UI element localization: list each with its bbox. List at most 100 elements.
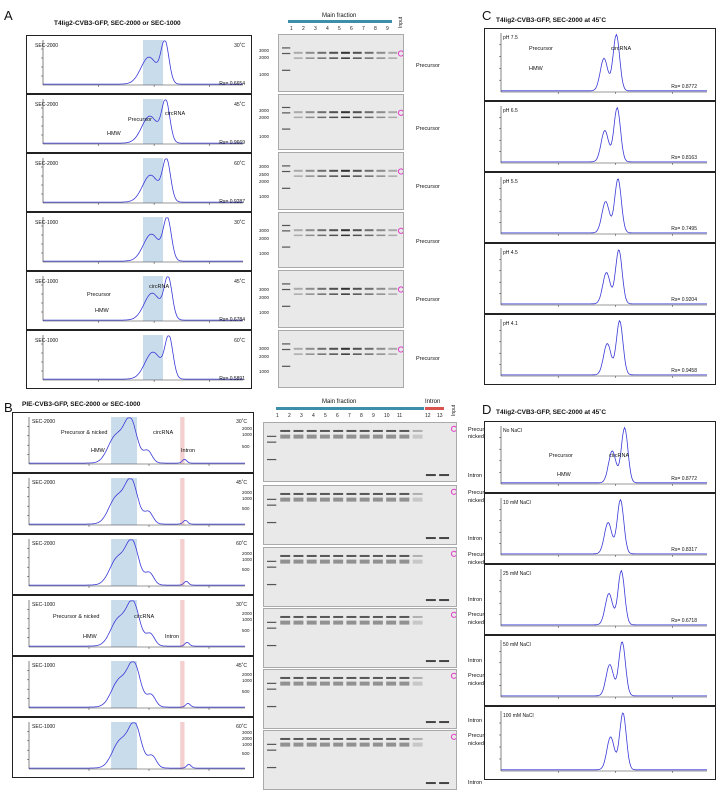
circrna-label: circRNA xyxy=(611,46,632,52)
ladder-band xyxy=(267,621,277,623)
lane-number: 5 xyxy=(338,26,341,32)
gel-image xyxy=(282,283,403,307)
peak-shade xyxy=(111,417,137,464)
band-circrna xyxy=(388,169,398,172)
band-circrna xyxy=(305,229,315,232)
band-precursor xyxy=(341,234,350,237)
band-precursor xyxy=(376,116,386,119)
gel-image xyxy=(282,165,403,189)
resolution-value: Rs= 0.7495 xyxy=(671,226,697,232)
band-nicked-smear xyxy=(372,742,383,747)
marker-label: 500 xyxy=(242,567,250,572)
peak-shade xyxy=(180,417,185,464)
hmw-label: HMW xyxy=(107,131,121,137)
band-nicked-smear xyxy=(319,742,330,747)
column-label: SEC-2000 xyxy=(35,43,59,49)
band-precursor xyxy=(388,293,398,295)
precursor-amp-label: Precursor & xyxy=(468,427,498,433)
gel-a4 xyxy=(278,212,404,268)
band-precursor xyxy=(352,353,362,355)
band-precursor xyxy=(341,353,350,355)
precursor-amp-label: Precursor & xyxy=(468,673,498,679)
band-circrna xyxy=(317,111,327,114)
band-nicked-smear xyxy=(293,742,304,747)
band-precursor xyxy=(399,676,410,679)
precursor-label: Precursor xyxy=(416,297,440,303)
column-label: SEC-1000 xyxy=(35,279,59,285)
temperature-label: 60˚C xyxy=(234,161,245,167)
band-precursor xyxy=(412,492,423,495)
lane-number: 9 xyxy=(386,26,389,32)
precursor-label: Precursor xyxy=(416,126,440,132)
resolution-value: Rs= 0.9669 xyxy=(219,140,245,146)
band-precursor xyxy=(364,57,374,59)
band-precursor xyxy=(372,615,383,618)
ladder-band xyxy=(282,128,291,130)
gel-b5 xyxy=(263,669,457,729)
chromatogram-trace xyxy=(501,319,707,376)
precursor-circle-marker xyxy=(397,346,403,353)
band-precursor xyxy=(399,737,410,740)
band-precursor xyxy=(399,554,410,557)
resolution-value: Rs= 0.6654 xyxy=(219,81,245,87)
band-intron xyxy=(425,721,436,724)
precursor-circle-marker xyxy=(450,550,456,557)
chromatogram-trace xyxy=(29,478,245,525)
band-precursor xyxy=(293,293,303,295)
band-precursor xyxy=(346,676,357,679)
hmw-label: HMW xyxy=(557,472,571,478)
band-precursor xyxy=(399,492,410,495)
band-nicked-smear xyxy=(412,559,423,564)
band-nicked-smear xyxy=(333,681,344,686)
band-circrna xyxy=(352,111,362,114)
band-precursor xyxy=(317,175,327,177)
band-circrna xyxy=(305,347,315,350)
marker-label: 1000 xyxy=(259,134,270,139)
band-nicked-smear xyxy=(359,497,370,502)
column-label: SEC-2000 xyxy=(35,102,59,108)
resolution-value: Rs= 0.8317 xyxy=(671,547,697,553)
band-nicked-smear xyxy=(306,681,317,686)
chromatogram-trace xyxy=(501,33,707,92)
panel-a-title: T4lig2-CVB3-GFP, SEC-2000 or SEC-1000 xyxy=(54,20,181,27)
ladder-band xyxy=(267,705,277,708)
band-intron xyxy=(439,660,450,663)
chromatogram-c2: pH 6.5 Rs= 0.8163 xyxy=(484,101,716,172)
chromatogram-plot xyxy=(41,217,243,264)
band-circrna xyxy=(388,229,398,232)
chromatogram-plot xyxy=(499,426,707,486)
band-precursor xyxy=(329,353,339,355)
column-label: SEC-1000 xyxy=(35,220,59,226)
chromatogram-trace xyxy=(43,217,243,262)
chromatogram-plot xyxy=(499,106,707,165)
band-precursor xyxy=(359,615,370,618)
band-precursor xyxy=(305,57,315,59)
chromatogram-b5: SEC-1000 45˚C xyxy=(12,656,254,717)
chromatogram-plot xyxy=(499,711,707,773)
circrna-label: circRNA xyxy=(165,111,186,117)
band-precursor xyxy=(293,175,303,177)
precursor-circle-marker xyxy=(450,733,456,740)
band-intron xyxy=(425,599,436,602)
marker-label: 2000 xyxy=(259,354,270,359)
band-precursor xyxy=(306,554,317,557)
main-fraction-bar xyxy=(276,407,424,410)
band-nicked-smear xyxy=(319,434,330,439)
band-circrna xyxy=(329,229,339,232)
precursor-circle-marker xyxy=(450,488,456,495)
chromatogram-trace xyxy=(501,178,707,234)
band-nicked-smear xyxy=(399,497,410,502)
band-precursor xyxy=(359,737,370,740)
band-circrna xyxy=(293,287,303,290)
band-precursor xyxy=(293,554,304,557)
peak-shade xyxy=(180,539,185,586)
marker-label: 1000 xyxy=(259,72,270,77)
gel-image xyxy=(282,224,403,248)
hmw-label: HMW xyxy=(529,66,543,72)
band-circrna xyxy=(305,169,315,172)
band-precursor xyxy=(376,293,386,295)
marker-label: 3000 xyxy=(259,287,270,292)
band-circrna xyxy=(305,287,315,290)
band-nicked-smear xyxy=(412,681,423,686)
band-precursor xyxy=(346,615,357,618)
